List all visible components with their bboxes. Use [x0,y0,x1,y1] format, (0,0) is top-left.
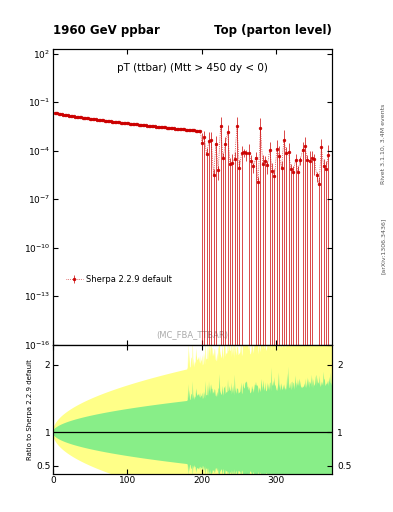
Text: Rivet 3.1.10, 3.4M events: Rivet 3.1.10, 3.4M events [381,103,386,183]
Text: pT (ttbar) (Mtt > 450 dy < 0): pT (ttbar) (Mtt > 450 dy < 0) [117,63,268,73]
Text: 1960 GeV ppbar: 1960 GeV ppbar [53,24,160,37]
Text: (MC_FBA_TTBAR): (MC_FBA_TTBAR) [156,330,229,339]
Y-axis label: Ratio to Sherpa 2.2.9 default: Ratio to Sherpa 2.2.9 default [27,359,33,460]
Text: Top (parton level): Top (parton level) [214,24,332,37]
Text: [arXiv:1306.3436]: [arXiv:1306.3436] [381,218,386,274]
Legend: Sherpa 2.2.9 default: Sherpa 2.2.9 default [63,272,175,287]
